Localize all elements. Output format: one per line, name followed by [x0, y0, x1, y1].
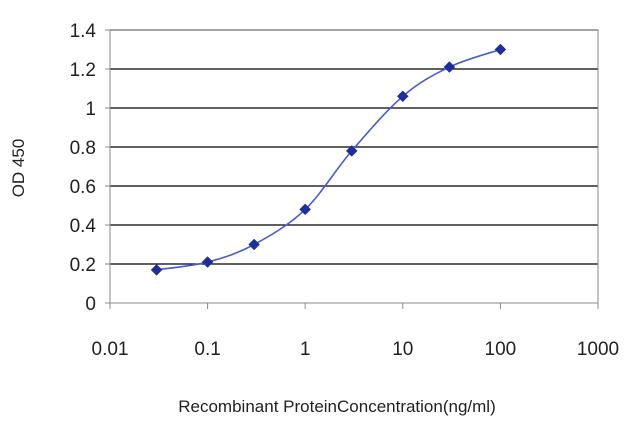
data-point-5 — [396, 90, 409, 103]
y-tick-label-5: 1 — [85, 99, 96, 120]
data-point-4 — [345, 145, 358, 157]
y-axis-tick-labels: 0 0.2 0.4 0.6 0.8 1 1.2 1.4 — [70, 21, 110, 315]
plot-area-frame — [109, 29, 599, 304]
x-axis-tick-labels: 0.01 0.1 1 10 100 1000 — [92, 339, 620, 360]
grid-lines — [110, 29, 598, 265]
x-axis-ticks — [109, 303, 599, 309]
y-tick-label-0: 0 — [85, 294, 96, 315]
y-axis-title: OD 450 — [9, 139, 28, 198]
x-tick-label-0: 0.01 — [92, 339, 129, 360]
data-point-3 — [299, 203, 312, 216]
y-tick-label-2: 0.4 — [70, 216, 97, 237]
data-point-2 — [248, 238, 261, 251]
x-tick-label-2: 1 — [300, 339, 311, 360]
x-tick-label-3: 10 — [392, 339, 413, 360]
series-line-0 — [156, 48, 501, 271]
x-tick-label-4: 100 — [485, 339, 517, 360]
data-point-1 — [201, 256, 214, 268]
y-tick-label-7: 1.4 — [70, 21, 97, 42]
data-point-6 — [443, 61, 456, 73]
y-tick-label-1: 0.2 — [70, 255, 96, 276]
series-layer — [150, 43, 507, 276]
y-tick-label-4: 0.8 — [70, 138, 96, 159]
y-tick-label-3: 0.6 — [70, 177, 96, 198]
data-point-7 — [494, 43, 507, 56]
data-point-0 — [150, 263, 163, 276]
x-tick-label-1: 0.1 — [194, 339, 220, 360]
y-tick-label-6: 1.2 — [70, 60, 96, 81]
x-axis-title: Recombinant ProteinConcentration(ng/ml) — [178, 397, 496, 416]
x-tick-label-5: 1000 — [577, 339, 619, 360]
